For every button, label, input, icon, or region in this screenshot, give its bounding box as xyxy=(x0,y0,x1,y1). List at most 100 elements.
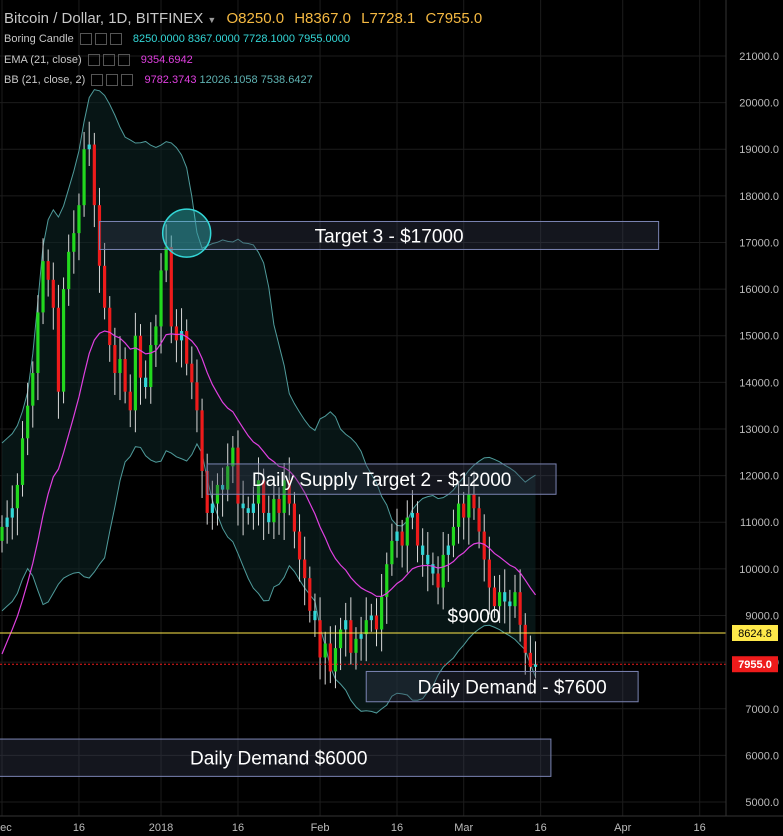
candle xyxy=(195,359,199,433)
indicator-value: 7538.6427 xyxy=(260,74,313,86)
candle-body xyxy=(308,578,312,611)
candle xyxy=(446,533,450,582)
price-tick-label: 20000.0 xyxy=(739,98,779,110)
close-icon[interactable] xyxy=(117,54,130,67)
price-axis[interactable]: 5000.06000.07000.08000.09000.010000.0110… xyxy=(725,0,779,816)
candle xyxy=(251,486,255,530)
eye-icon[interactable] xyxy=(94,33,107,46)
candle xyxy=(67,234,71,306)
settings-icon[interactable] xyxy=(79,33,92,46)
candle xyxy=(108,296,112,362)
candle-body xyxy=(169,247,173,327)
close-icon[interactable] xyxy=(121,74,134,87)
chevron-down-icon[interactable]: ▼ xyxy=(207,15,217,25)
candle-body xyxy=(338,629,343,649)
ohlc-close: C7955.0 xyxy=(425,10,483,27)
candle xyxy=(31,361,35,428)
candle xyxy=(77,193,81,261)
candle-body xyxy=(133,335,137,411)
ohlc-open: O8250.0 xyxy=(226,10,285,27)
price-tick-label: 18000.0 xyxy=(739,191,779,203)
price-tick-label: 13000.0 xyxy=(739,424,779,436)
candle xyxy=(415,501,420,563)
candle xyxy=(313,593,317,637)
candle xyxy=(159,253,163,354)
candle xyxy=(154,314,158,367)
zone-box xyxy=(0,738,552,777)
bollinger-lower xyxy=(1,442,536,714)
time-tick-label: 2018 xyxy=(149,822,173,834)
price-tag-line: 8624.8 xyxy=(732,624,778,641)
close-icon[interactable] xyxy=(109,33,122,46)
candle xyxy=(185,319,189,376)
candle-body xyxy=(400,531,404,546)
candle xyxy=(41,238,45,325)
indicator-value: 8367.0000 xyxy=(187,33,240,45)
indicator-legend-boring-candle[interactable]: Boring Candle 8250.0000 8367.0000 7728.1… xyxy=(4,33,351,46)
indicator-value: 9782.3743 xyxy=(144,74,197,86)
price-tick-label: 9000.0 xyxy=(745,610,779,622)
time-tick-label: Apr xyxy=(614,822,631,834)
candle-body xyxy=(333,648,338,672)
price-annotation-label: $9000 xyxy=(448,606,501,627)
price-tick-label: 11000.0 xyxy=(740,517,779,529)
candle xyxy=(51,262,55,330)
candle xyxy=(467,477,471,545)
candle xyxy=(374,598,379,647)
candle-body xyxy=(246,508,250,513)
zone-label: Daily Demand $6000 xyxy=(190,749,367,770)
candle-body xyxy=(369,615,373,621)
candle-body xyxy=(236,447,240,504)
indicator-name: BB (21, close, 2) xyxy=(4,74,86,86)
candle xyxy=(133,312,137,433)
candle-body xyxy=(220,484,225,490)
symbol-header[interactable]: Bitcoin / Dollar, 1D, BITFINEX ▼ O8250.0… xyxy=(4,10,482,27)
candle-body xyxy=(359,634,363,639)
indicator-legend-ema[interactable]: EMA (21, close) 9354.6942 xyxy=(4,54,193,67)
candle xyxy=(113,327,117,395)
candle xyxy=(231,435,235,484)
candle-body xyxy=(5,517,9,527)
candle-body xyxy=(477,508,481,532)
ohlc-low: L7728.1 xyxy=(361,10,416,27)
highlight-circle xyxy=(161,208,212,258)
price-tick-label: 7000.0 xyxy=(745,704,779,716)
indicator-value: 7955.0000 xyxy=(298,33,351,45)
indicator-legend-bb[interactable]: BB (21, close, 2) 9782.3743 12026.1058 7… xyxy=(4,74,313,87)
annotation-zones: Target 3 - $17000 Daily Supply Target 2 -… xyxy=(0,208,660,777)
candle xyxy=(103,242,107,320)
price-tick-label: 10000.0 xyxy=(739,564,779,576)
candle xyxy=(220,467,225,517)
candle xyxy=(190,346,194,400)
candle xyxy=(426,532,430,592)
candle-body xyxy=(518,592,522,625)
settings-icon[interactable] xyxy=(87,54,100,67)
candle xyxy=(15,473,19,536)
candle-body xyxy=(118,359,122,374)
candle-body xyxy=(456,503,461,527)
candle-body xyxy=(20,438,25,485)
settings-icon[interactable] xyxy=(91,74,104,87)
candle-body xyxy=(364,620,368,635)
time-axis[interactable]: Dec 16 2018 16 Feb 16 Mar 16 Apr 16 xyxy=(0,815,783,834)
candle xyxy=(477,496,481,549)
candle-body xyxy=(303,559,307,579)
eye-icon[interactable] xyxy=(102,54,115,67)
eye-icon[interactable] xyxy=(106,74,119,87)
candle-body xyxy=(282,480,286,513)
candle xyxy=(144,360,148,399)
price-tick-label: 12000.0 xyxy=(739,471,779,483)
candle-body xyxy=(144,377,148,388)
candle xyxy=(369,603,373,632)
candle-body xyxy=(0,526,4,541)
candle xyxy=(72,210,76,274)
time-tick-label: Feb xyxy=(311,822,330,834)
candle-body xyxy=(138,335,143,378)
candle-body xyxy=(395,531,399,541)
indicator-name: EMA (21, close) xyxy=(4,54,82,66)
candle xyxy=(303,536,307,606)
time-tick-label: 16 xyxy=(694,822,706,834)
candle-body xyxy=(297,531,302,560)
candle xyxy=(282,463,286,540)
